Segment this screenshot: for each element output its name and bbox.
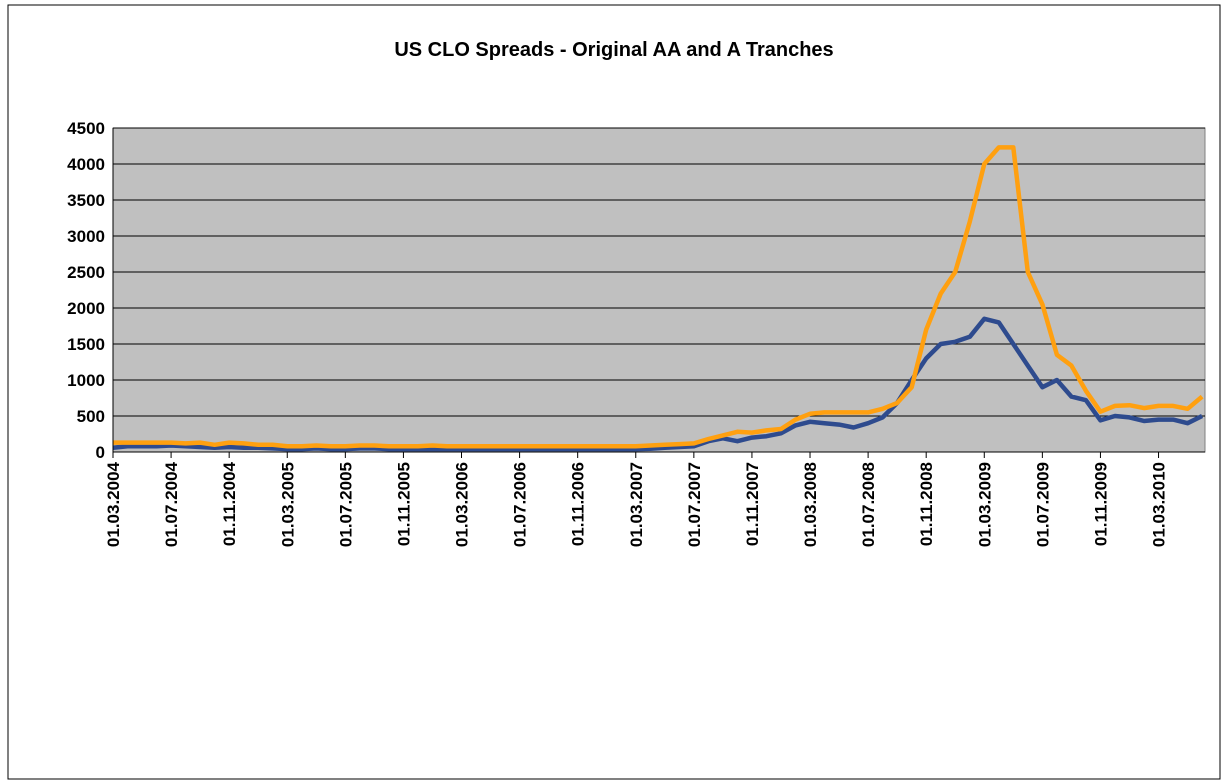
series-line bbox=[113, 145, 1204, 449]
x-tick-label: 01.03.2010 bbox=[1150, 462, 1169, 547]
x-tick-label: 01.03.2004 bbox=[104, 461, 123, 547]
series-line bbox=[112, 316, 1204, 452]
y-tick-label: 0 bbox=[96, 443, 105, 462]
x-tick-label: 01.11.2004 bbox=[220, 461, 239, 546]
y-tick-label: 2500 bbox=[67, 263, 105, 282]
x-tick-label: 01.03.2008 bbox=[801, 462, 820, 547]
y-tick-label: 4500 bbox=[67, 119, 105, 138]
x-tick-label: 01.07.2009 bbox=[1033, 462, 1052, 547]
x-tick-label: 01.07.2006 bbox=[511, 462, 530, 547]
x-tick-label: 01.07.2007 bbox=[685, 462, 704, 547]
x-tick-label: 01.11.2009 bbox=[1091, 462, 1110, 546]
y-tick-label: 3000 bbox=[67, 227, 105, 246]
chart-title: US CLO Spreads - Original AA and A Tranc… bbox=[394, 39, 833, 61]
x-tick-label: 01.07.2004 bbox=[162, 461, 181, 547]
y-tick-label: 3500 bbox=[67, 191, 105, 210]
y-tick-label: 1500 bbox=[67, 335, 105, 354]
x-tick-label: 01.03.2009 bbox=[975, 462, 994, 547]
y-tick-label: 2000 bbox=[67, 299, 105, 318]
y-tick-label: 1000 bbox=[67, 371, 105, 390]
x-tick-label: 01.11.2005 bbox=[394, 462, 413, 546]
x-tick-label: 01.11.2008 bbox=[917, 462, 936, 546]
x-tick-label: 01.07.2008 bbox=[859, 462, 878, 547]
x-tick-label: 01.03.2006 bbox=[453, 462, 472, 547]
x-tick-label: 01.03.2007 bbox=[627, 462, 646, 547]
plot-area bbox=[112, 127, 1206, 453]
x-tick-label: 01.07.2005 bbox=[336, 462, 355, 547]
y-tick-label: 500 bbox=[77, 407, 105, 426]
x-tick-label: 01.11.2006 bbox=[569, 462, 588, 546]
y-tick-label: 4000 bbox=[67, 155, 105, 174]
x-tick-label: 01.11.2007 bbox=[743, 462, 762, 546]
x-tick-label: 01.03.2005 bbox=[278, 462, 297, 547]
